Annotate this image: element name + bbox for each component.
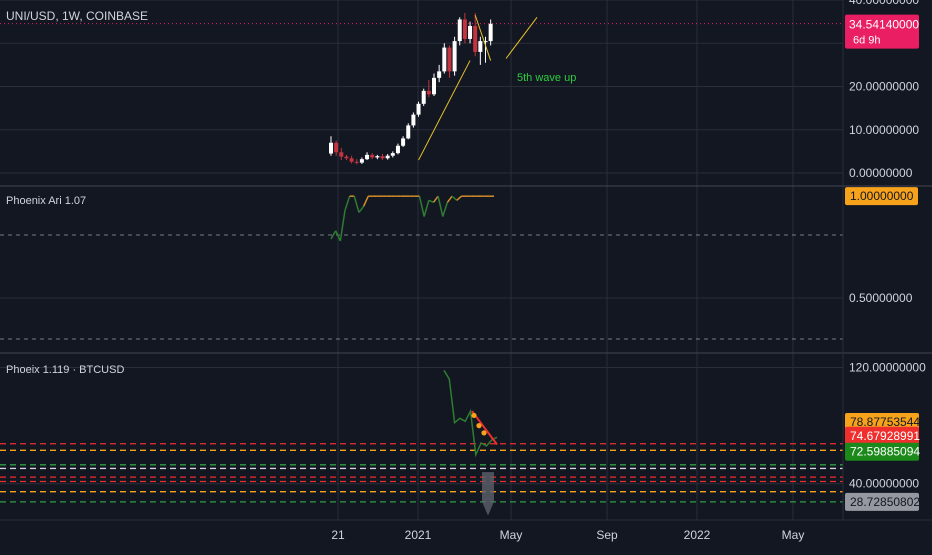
candle-body — [370, 154, 375, 158]
plot-layer — [329, 12, 538, 516]
wave-annotation: 5th wave up — [517, 72, 576, 84]
candle-body — [483, 41, 488, 43]
indicator-segment — [344, 195, 351, 211]
price-label: 10.00000000 — [849, 123, 919, 137]
indicator-segment — [358, 205, 365, 213]
indicator-segment — [334, 230, 341, 242]
symbol-title[interactable]: UNI/USD, 1W, COINBASE — [6, 9, 148, 23]
candle-body — [406, 125, 411, 139]
level-value: 28.72850802 — [850, 495, 920, 509]
indicator-segment — [456, 195, 462, 201]
indicator-title-phoeix[interactable]: Phoeix 1.119 · BTCUSD — [6, 364, 124, 376]
candle-body — [442, 47, 447, 72]
signal-dot — [481, 430, 487, 436]
candle-body — [462, 19, 467, 39]
indicator-segment — [423, 200, 430, 217]
wave-trendline — [474, 14, 492, 61]
indicator-segment — [446, 195, 453, 203]
down-arrow-marker — [482, 472, 494, 516]
indicator-scale-label: 0.50000000 — [849, 291, 913, 305]
price-label: 20.00000000 — [849, 80, 919, 94]
time-label: 21 — [331, 528, 345, 542]
level-value: 72.59885094 — [850, 445, 920, 459]
signal-dot — [476, 423, 482, 429]
level-badge — [845, 442, 919, 461]
indicator-segment — [442, 202, 449, 217]
candle-body — [426, 90, 431, 95]
time-label: Sep — [596, 528, 618, 542]
indicator-segment — [418, 196, 425, 217]
last-price-badge — [845, 14, 919, 49]
price-label: 40.00000000 — [849, 0, 919, 7]
candle-body — [329, 142, 333, 154]
time-scale[interactable]: 21 2021 May Sep 2022 May — [331, 528, 804, 542]
grid-layer — [0, 0, 843, 520]
level-value: 74.67928991 — [850, 429, 920, 443]
price-scale[interactable]: 40.0000000030.0000000020.0000000010.0000… — [845, 0, 926, 511]
indicator-segment — [330, 230, 337, 240]
candle-body — [385, 155, 390, 159]
candle-body — [401, 138, 406, 146]
candle-body — [452, 41, 457, 72]
price-label: 0.00000000 — [849, 166, 913, 180]
last-price-value: 34.54140000 — [849, 18, 919, 32]
bar-countdown: 6d 9h — [853, 35, 881, 47]
candle-body — [468, 25, 473, 39]
phoeix-line — [443, 370, 498, 458]
candle-body — [339, 152, 344, 157]
candle-body — [432, 77, 436, 95]
signal-dot — [471, 412, 477, 419]
indicator-title-phoenix-ari[interactable]: Phoenix Ari 1.07 — [6, 195, 86, 207]
candle-body — [395, 145, 400, 154]
candle-body — [457, 19, 462, 42]
candle-body — [380, 156, 385, 159]
candle-body — [421, 90, 426, 104]
indicator-segment — [428, 199, 434, 203]
candle-body — [447, 47, 452, 72]
candle-body — [488, 23, 493, 42]
level-badge — [845, 412, 919, 431]
candle-body — [375, 156, 380, 158]
candle-body — [416, 103, 421, 115]
indicator-value: 1.00000000 — [850, 189, 914, 203]
level-badge — [845, 492, 919, 511]
indicator-segment — [437, 196, 444, 217]
candle-body — [478, 41, 483, 52]
time-label: May — [500, 528, 523, 542]
level-lines-layer — [0, 23, 843, 503]
indicator-scale-label: 40.00000000 — [849, 477, 919, 491]
indicator-segment — [353, 195, 360, 213]
level-badge — [845, 426, 919, 445]
candle-body — [349, 158, 354, 162]
candle-body — [411, 114, 416, 126]
wave-trendline — [418, 60, 471, 161]
time-label: 2021 — [405, 528, 432, 542]
indicator-segment — [362, 195, 369, 207]
time-label: 2022 — [684, 528, 711, 542]
candle-body — [390, 153, 395, 156]
candle-body — [334, 142, 339, 153]
candle-body — [359, 159, 364, 163]
indicator-segment — [339, 210, 346, 242]
candle-body — [344, 156, 349, 159]
indicator-segment — [432, 195, 439, 203]
wave-projection-line — [505, 17, 538, 59]
time-label: May — [782, 528, 805, 542]
level-value: 78.87753544 — [850, 415, 920, 429]
candle-body — [437, 71, 442, 78]
indicator-value-badge — [845, 187, 918, 206]
candle-body — [473, 25, 478, 52]
indicator-segment — [451, 195, 458, 201]
indicator-scale-label: 120.00000000 — [849, 361, 926, 375]
candle-body — [365, 154, 370, 160]
candle-body — [354, 161, 359, 163]
